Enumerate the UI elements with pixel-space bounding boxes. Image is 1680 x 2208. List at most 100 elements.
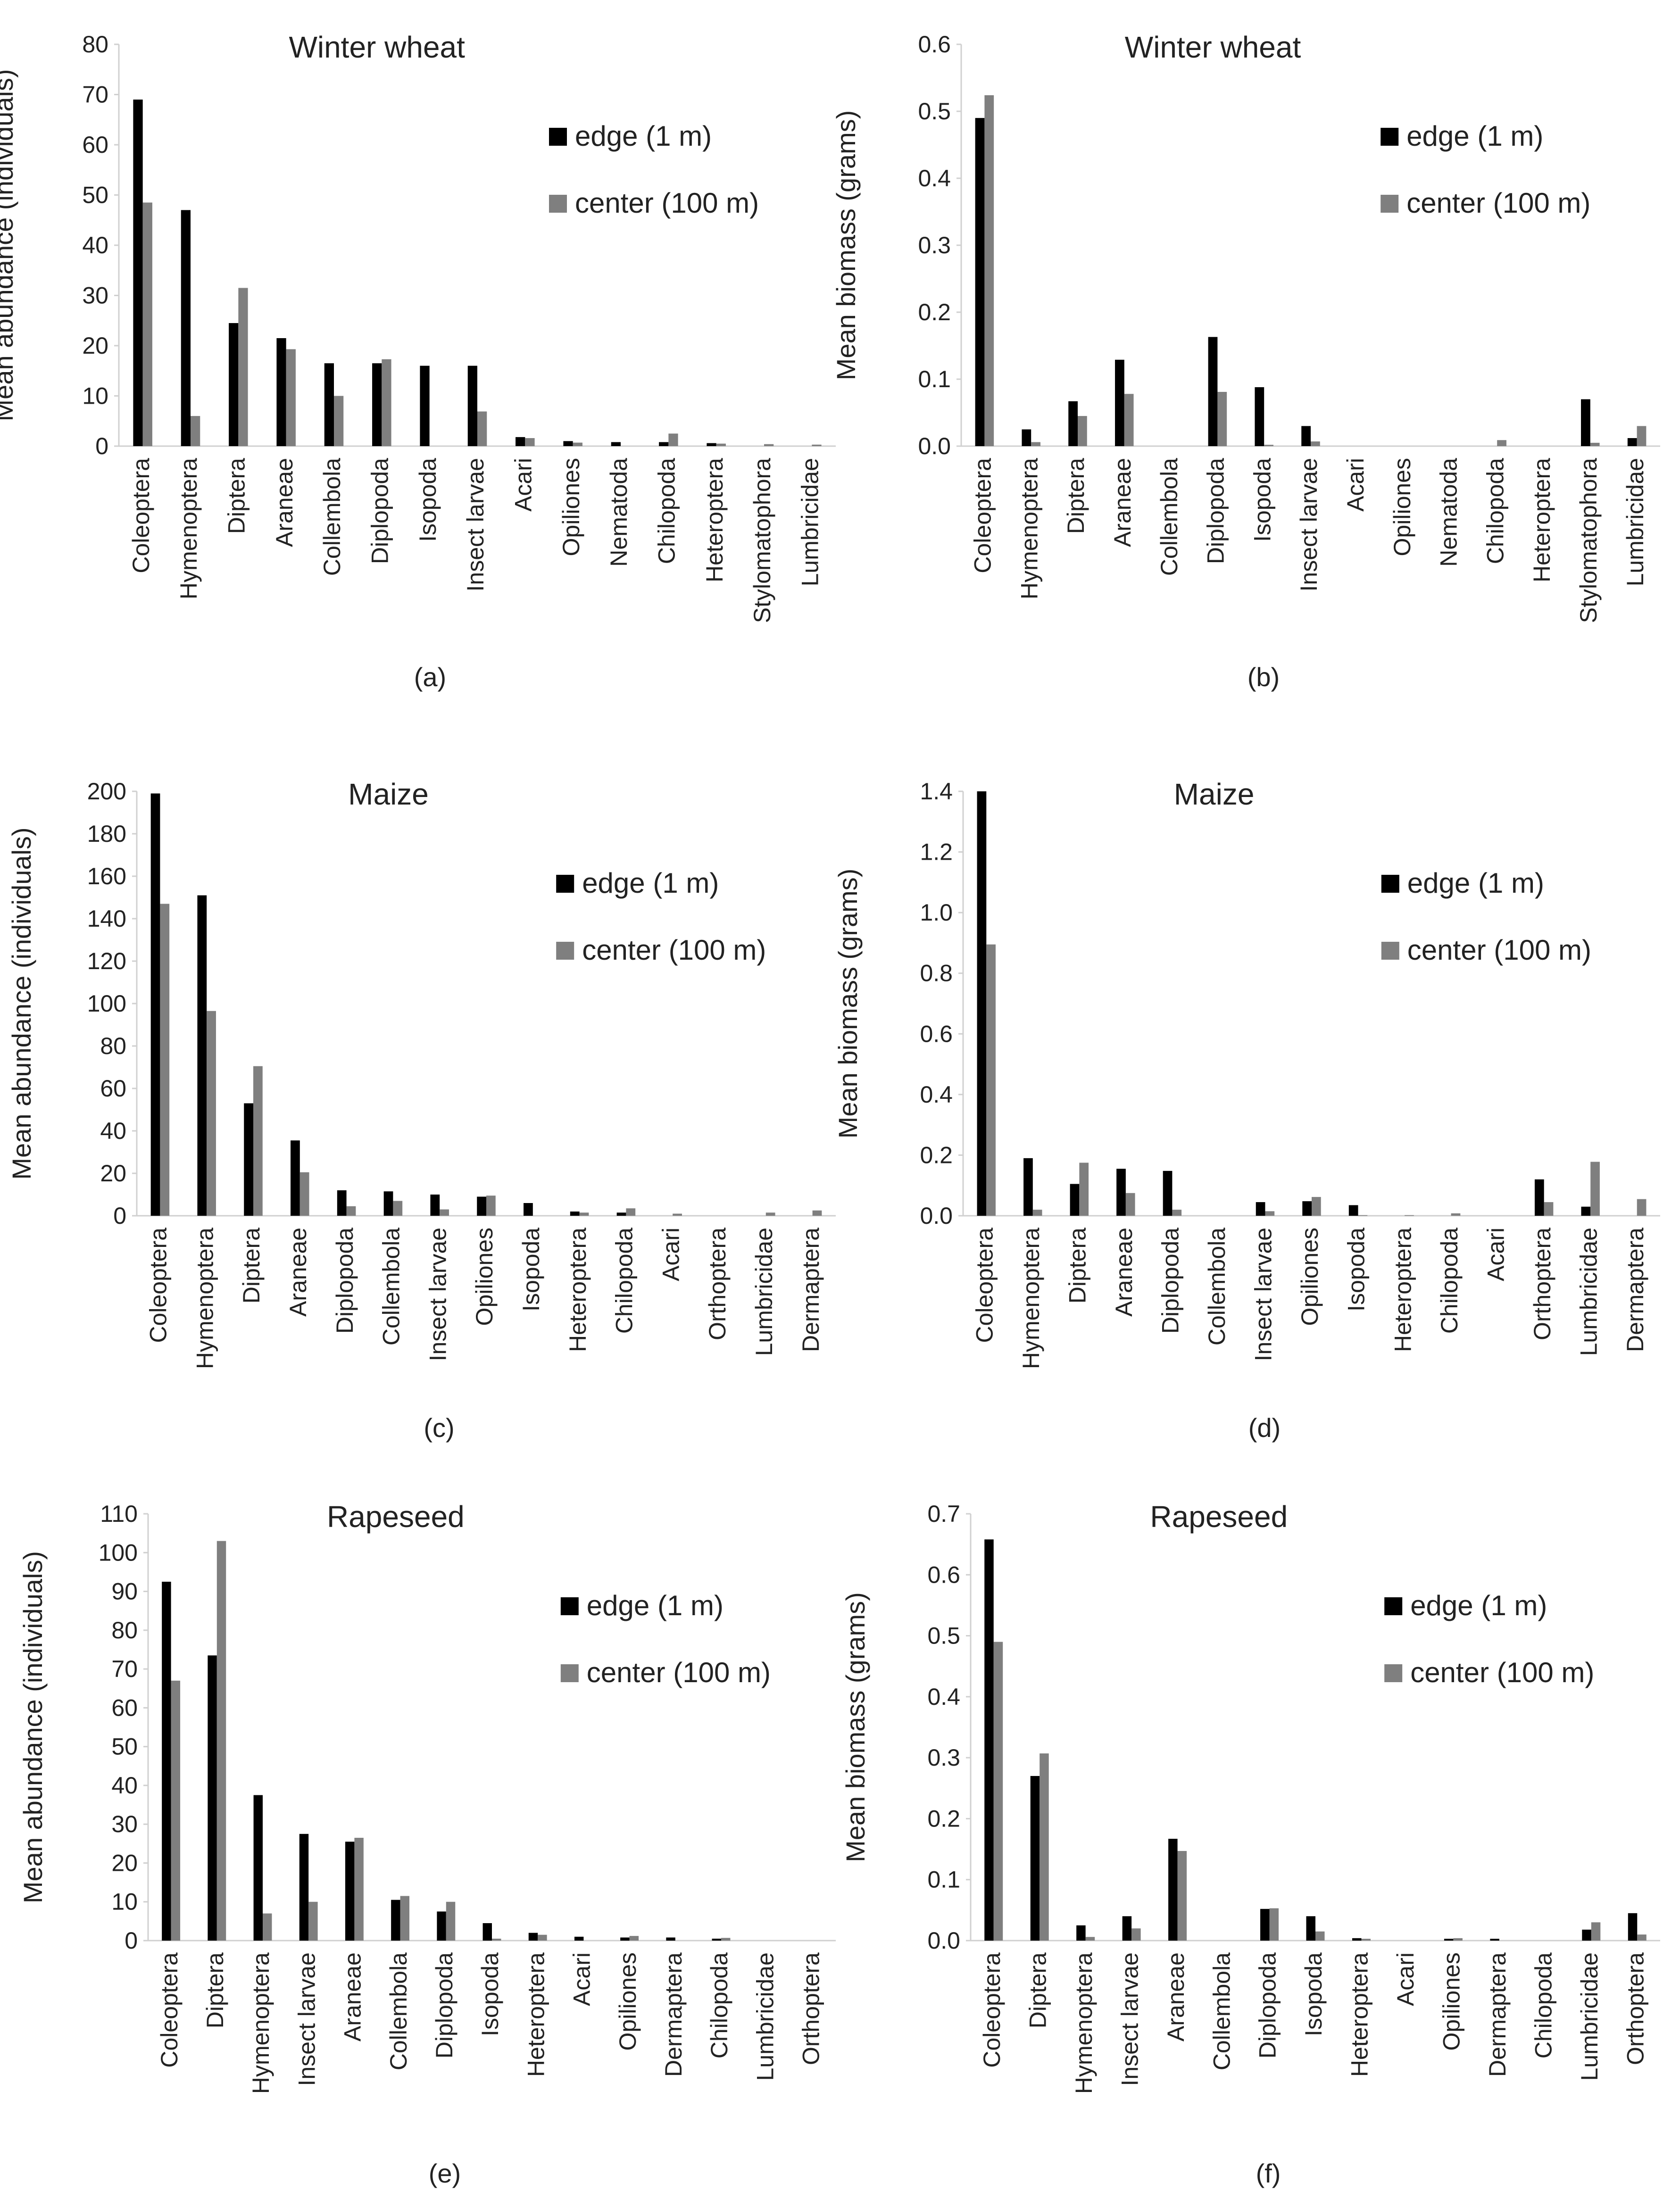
y-tick-label: 200 [87,778,126,805]
chart-panel: 0.0 0.1 0.2 0.3 0.4 0.5 0.6 Mean biomass (grams… [831,30,1660,692]
y-tick-label: 0 [125,1927,138,1954]
x-tick-label: Isopoda [518,1228,544,1312]
x-tick-label: Insect larvae [293,1952,320,2086]
legend-label-center: center (100 m) [1407,934,1591,966]
bar-edge [1534,1179,1544,1216]
x-tick-label: Chilopoda [706,1952,732,2059]
x-tick-label: Diplopoda [332,1228,358,1334]
x-tick-label: Coleoptera [145,1228,172,1343]
y-tick-label: 60 [100,1075,126,1102]
bar-edge [1163,1170,1173,1216]
bar-center [334,396,344,446]
bar-center [1031,442,1040,446]
bar-edge [984,1539,994,1941]
x-tick-label: Lumbricidae [1575,1228,1602,1356]
bar-center [486,1195,496,1216]
bar-edge [1068,401,1078,446]
y-tick-label: 0.6 [927,1561,960,1588]
y-tick-label: 0.0 [918,433,951,459]
y-tick-label: 80 [100,1033,126,1059]
bar-center [382,359,391,446]
y-tick-label: 0.1 [927,1867,960,1893]
y-tick-label: 1.4 [920,778,953,805]
y-tick-label: 30 [82,282,108,309]
x-tick-label: Opiliones [1439,1952,1465,2050]
y-tick-label: 90 [111,1578,138,1605]
bar-edge [276,338,286,446]
bar-center [160,904,170,1216]
bar-edge [1260,1909,1270,1941]
x-tick-label: Insect larvae [462,458,489,591]
bar-edge [291,1140,300,1216]
panel-caption: (a) [414,662,446,692]
chart-panel: 0.0 0.1 0.2 0.3 0.4 0.5 0.6 0.7 Mean biomass (gr… [840,1500,1660,2188]
bar-center [1453,1938,1463,1941]
x-tick-label: Hymenoptera [1018,1228,1044,1369]
x-tick-label: Dermaptera [1484,1952,1511,2077]
bar-edge [1168,1839,1178,1941]
legend-label-edge: edge (1 m) [1410,1590,1547,1621]
x-tick-label: Insect larvae [424,1228,451,1361]
x-tick-label: Orthoptera [798,1952,824,2065]
bar-center [446,1901,456,1941]
x-tick-label: Isopoda [1343,1228,1370,1312]
bar-edge [150,793,160,1216]
bar-edge [181,210,191,446]
bar-center [346,1206,356,1216]
panel-caption: (e) [429,2158,461,2188]
y-tick-label: 0.5 [918,98,951,125]
y-axis-label: Mean biomass (grams) [840,1592,870,1862]
x-tick-label: Diptera [1065,1228,1091,1303]
bar-edge [1070,1184,1080,1216]
bar-edge [372,363,382,446]
y-tick-label: 40 [100,1118,126,1144]
legend-swatch-edge [556,875,574,893]
x-tick-label: Collembola [385,1952,412,2070]
x-tick-label: Collembola [1208,1952,1235,2070]
bar-center [626,1208,636,1216]
x-tick-label: Opiliones [471,1228,498,1326]
bar-center [812,444,822,446]
x-tick-label: Insect larvae [1116,1952,1143,2086]
y-tick-label: 1.0 [920,899,953,926]
bar-center [1125,1193,1135,1216]
bar-center [1312,1197,1321,1216]
bar-edge [1628,1913,1638,1941]
bar-edge [1255,387,1264,446]
x-tick-label: Nematoda [1436,458,1462,567]
bar-edge [133,100,143,446]
bar-center [440,1209,449,1216]
y-tick-label: 0.0 [920,1203,953,1229]
y-tick-label: 30 [111,1811,138,1837]
y-tick-label: 60 [82,132,108,158]
y-tick-label: 50 [111,1734,138,1760]
y-tick-label: 0.7 [927,1501,960,1527]
y-tick-label: 70 [111,1656,138,1682]
y-tick-label: 160 [87,863,126,889]
bar-edge [299,1834,309,1941]
bar-edge [345,1842,355,1941]
bar-edge [162,1581,171,1941]
x-tick-label: Hymenoptera [1071,1952,1097,2094]
legend-swatch-edge [560,1597,579,1615]
y-tick-label: 0.6 [918,31,951,58]
y-tick-label: 0.2 [927,1805,960,1832]
bar-center [492,1938,501,1941]
bar-edge [430,1195,440,1216]
panel-caption: (b) [1248,662,1280,692]
bar-center [1078,416,1087,446]
bar-center [1124,394,1134,446]
bar-center [1079,1162,1089,1216]
x-tick-label: Acari [1342,458,1369,512]
y-tick-label: 1.2 [920,839,953,865]
bar-edge [467,365,477,446]
y-tick-label: 0.5 [927,1623,960,1649]
bar-center [1590,442,1600,446]
bar-edge [420,365,430,446]
bar-center [716,443,726,446]
bar-edge [244,1103,253,1216]
bar-center [216,1541,226,1941]
bar-edge [1444,1939,1454,1941]
bar-edge [1116,1169,1126,1216]
